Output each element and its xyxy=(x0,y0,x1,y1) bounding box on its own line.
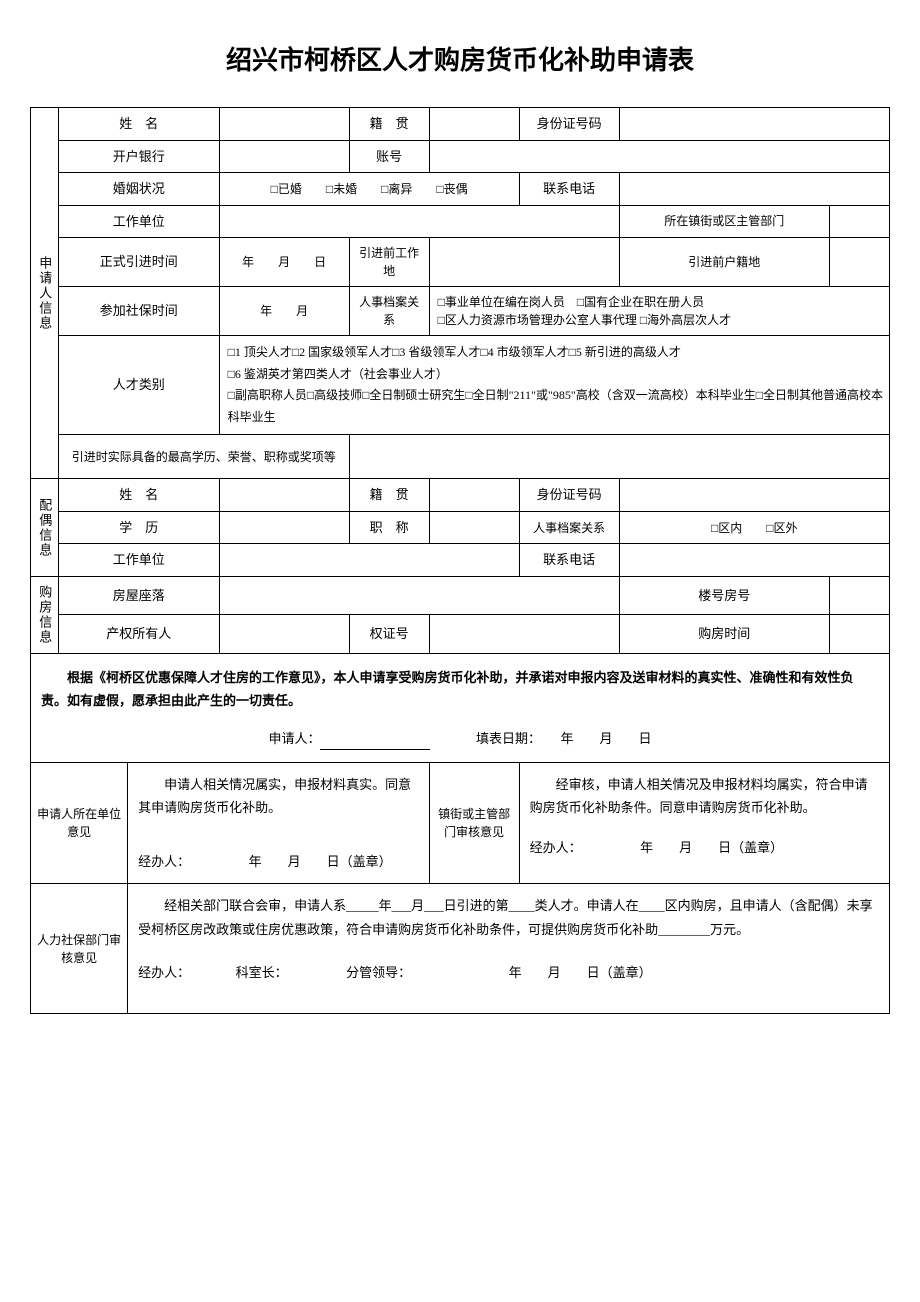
field-prevwork[interactable] xyxy=(429,238,619,287)
label-unit-opinion: 申请人所在单位意见 xyxy=(31,763,128,884)
applicant-sig-line[interactable] xyxy=(320,736,430,750)
label-dept-opinion: 镇街或主管部门审核意见 xyxy=(429,763,519,884)
label-bank: 开户银行 xyxy=(59,140,220,173)
field-socialtime[interactable]: 年 月 xyxy=(219,287,349,336)
field-account[interactable] xyxy=(429,140,889,173)
field-spouse-phone[interactable] xyxy=(619,544,889,577)
form-title: 绍兴市柯桥区人才购房货币化补助申请表 xyxy=(30,40,890,77)
label-house-room: 楼号房号 xyxy=(619,576,829,615)
hr-opinion-text: 经相关部门联合会审，申请人系_____年___月___日引进的第____类人才。… xyxy=(138,894,879,941)
field-bank[interactable] xyxy=(219,140,349,173)
label-spouse-id: 身份证号码 xyxy=(519,479,619,512)
label-origin: 籍 贯 xyxy=(349,108,429,141)
label-spouse-title: 职 称 xyxy=(349,511,429,544)
field-workunit[interactable] xyxy=(219,205,619,238)
declaration-block: 根据《柯桥区优惠保障人才住房的工作意见》，本人申请享受购房货币化补助，并承诺对申… xyxy=(31,653,890,762)
label-district: 所在镇街或区主管部门 xyxy=(619,205,829,238)
declaration-text: 根据《柯桥区优惠保障人才住房的工作意见》，本人申请享受购房货币化补助，并承诺对申… xyxy=(41,666,879,713)
dept-handler[interactable]: 经办人： 年 月 日（盖章） xyxy=(530,836,879,859)
hr-handler[interactable]: 经办人： 科室长： 分管领导： 年 月 日（盖章） xyxy=(138,961,879,984)
field-spouse-hrfile[interactable]: □区内 □区外 xyxy=(619,511,889,544)
label-phone: 联系电话 xyxy=(519,173,619,206)
field-spouse-id[interactable] xyxy=(619,479,889,512)
applicant-sig-label: 申请人： xyxy=(268,731,320,746)
section-applicant: 申请人信息 xyxy=(31,108,59,479)
label-spouse-workunit: 工作单位 xyxy=(59,544,220,577)
label-house-location: 房屋座落 xyxy=(59,576,220,615)
field-spouse-workunit[interactable] xyxy=(219,544,519,577)
field-house-room[interactable] xyxy=(830,576,890,615)
dept-opinion-block: 经审核，申请人相关情况及申报材料均属实，符合申请购房货币化补助条件。同意申请购房… xyxy=(519,763,889,884)
section-spouse: 配偶信息 xyxy=(31,479,59,577)
field-phone[interactable] xyxy=(619,173,889,206)
label-introtime: 正式引进时间 xyxy=(59,238,220,287)
label-workunit: 工作单位 xyxy=(59,205,220,238)
label-account: 账号 xyxy=(349,140,429,173)
field-house-owner[interactable] xyxy=(219,615,349,654)
field-origin[interactable] xyxy=(429,108,519,141)
field-house-location[interactable] xyxy=(219,576,619,615)
label-highestedu: 引进时实际具备的最高学历、荣誉、职称或奖项等 xyxy=(59,435,350,479)
field-marital[interactable]: □已婚 □未婚 □离异 □丧偶 xyxy=(219,173,519,206)
unit-opinion-text: 申请人相关情况属实，申报材料真实。同意其申请购房货币化补助。 xyxy=(138,773,418,820)
field-highestedu[interactable] xyxy=(349,435,889,479)
label-talentcat: 人才类别 xyxy=(59,336,220,435)
field-house-buytime[interactable] xyxy=(830,615,890,654)
field-district[interactable] xyxy=(830,205,890,238)
dept-opinion-text: 经审核，申请人相关情况及申报材料均属实，符合申请购房货币化补助条件。同意申请购房… xyxy=(530,773,879,820)
label-spouse-phone: 联系电话 xyxy=(519,544,619,577)
label-house-owner: 产权所有人 xyxy=(59,615,220,654)
fill-date-label: 填表日期： 年 月 日 xyxy=(476,731,652,746)
label-name: 姓 名 xyxy=(59,108,220,141)
field-id[interactable] xyxy=(619,108,889,141)
section-house: 购房信息 xyxy=(31,576,59,653)
field-prevhukou[interactable] xyxy=(830,238,890,287)
label-spouse-name: 姓 名 xyxy=(59,479,220,512)
field-name[interactable] xyxy=(219,108,349,141)
application-form: 申请人信息 姓 名 籍 贯 身份证号码 开户银行 账号 婚姻状况 □已婚 □未婚… xyxy=(30,107,890,1014)
field-spouse-origin[interactable] xyxy=(429,479,519,512)
label-id: 身份证号码 xyxy=(519,108,619,141)
field-spouse-name[interactable] xyxy=(219,479,349,512)
label-spouse-origin: 籍 贯 xyxy=(349,479,429,512)
label-spouse-edu: 学 历 xyxy=(59,511,220,544)
label-prevhukou: 引进前户籍地 xyxy=(619,238,829,287)
field-talentcat[interactable]: □1 顶尖人才□2 国家级领军人才□3 省级领军人才□4 市级领军人才□5 新引… xyxy=(219,336,889,435)
field-house-cert[interactable] xyxy=(429,615,619,654)
field-hrfile[interactable]: □事业单位在编在岗人员 □国有企业在职在册人员 □区人力资源市场管理办公室人事代… xyxy=(429,287,889,336)
field-spouse-title[interactable] xyxy=(429,511,519,544)
hr-opinion-block: 经相关部门联合会审，申请人系_____年___月___日引进的第____类人才。… xyxy=(128,884,890,1014)
field-introtime[interactable]: 年 月 日 xyxy=(219,238,349,287)
label-socialtime: 参加社保时间 xyxy=(59,287,220,336)
label-house-cert: 权证号 xyxy=(349,615,429,654)
field-spouse-edu[interactable] xyxy=(219,511,349,544)
label-house-buytime: 购房时间 xyxy=(619,615,829,654)
unit-handler[interactable]: 经办人： 年 月 日（盖章） xyxy=(138,850,418,873)
label-hr-opinion: 人力社保部门审核意见 xyxy=(31,884,128,1014)
unit-opinion-block: 申请人相关情况属实，申报材料真实。同意其申请购房货币化补助。 经办人： 年 月 … xyxy=(128,763,429,884)
label-spouse-hrfile: 人事档案关系 xyxy=(519,511,619,544)
label-marital: 婚姻状况 xyxy=(59,173,220,206)
label-hrfile: 人事档案关系 xyxy=(349,287,429,336)
label-prevwork: 引进前工作地 xyxy=(349,238,429,287)
